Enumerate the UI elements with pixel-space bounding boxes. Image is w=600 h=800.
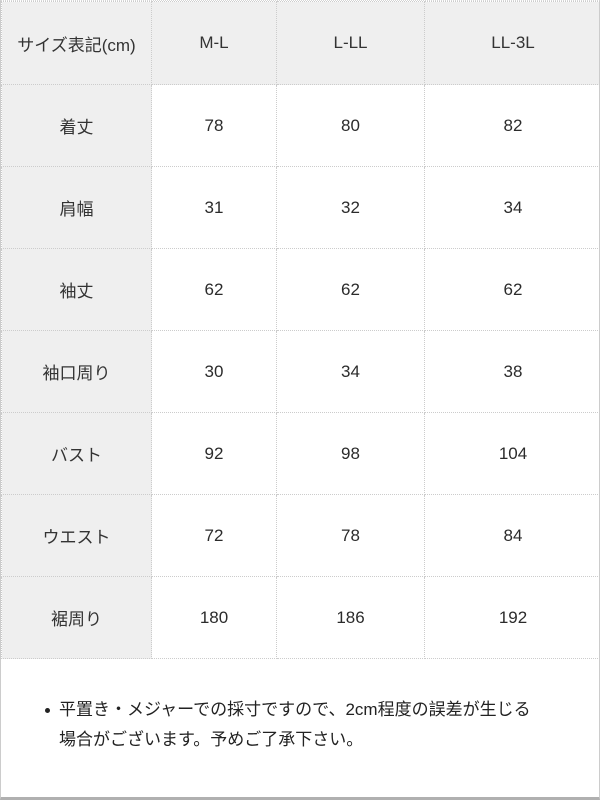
note-text: 平置き・メジャーでの採寸ですので、2cm程度の誤差が生じる 場合がございます。予… xyxy=(59,695,531,755)
table-row: ウエスト 72 78 84 xyxy=(1,494,599,577)
size-value-cell: 78 xyxy=(151,84,277,167)
table-row: 肩幅 31 32 34 xyxy=(1,166,599,249)
column-header-size-label: サイズ表記(cm) xyxy=(1,1,152,85)
size-value-cell: 80 xyxy=(276,84,425,167)
table-row: 裾周り 180 186 192 xyxy=(1,576,599,659)
size-value-cell: 192 xyxy=(424,576,599,659)
size-value-cell: 34 xyxy=(276,330,425,413)
size-value-cell: 180 xyxy=(151,576,277,659)
size-value-cell: 98 xyxy=(276,412,425,495)
column-header-ll-3l: LL-3L xyxy=(424,1,599,85)
row-label: 着丈 xyxy=(1,84,152,167)
size-value-cell: 62 xyxy=(276,248,425,331)
row-label: 肩幅 xyxy=(1,166,152,249)
table-row: バスト 92 98 104 xyxy=(1,412,599,495)
note-line-2: 場合がございます。予めご了承下さい。 xyxy=(59,730,364,749)
size-value-cell: 92 xyxy=(151,412,277,495)
column-header-m-l: M-L xyxy=(151,1,277,85)
column-header-l-ll: L-LL xyxy=(276,1,425,85)
size-value-cell: 34 xyxy=(424,166,599,249)
row-label: バスト xyxy=(1,412,152,495)
size-table: サイズ表記(cm) M-L L-LL LL-3L 着丈 78 80 82 肩幅 … xyxy=(1,1,599,659)
size-value-cell: 78 xyxy=(276,494,425,577)
size-value-cell: 82 xyxy=(424,84,599,167)
size-value-cell: 38 xyxy=(424,330,599,413)
size-value-cell: 31 xyxy=(151,166,277,249)
row-label: ウエスト xyxy=(1,494,152,577)
size-value-cell: 62 xyxy=(424,248,599,331)
row-label: 裾周り xyxy=(1,576,152,659)
size-value-cell: 84 xyxy=(424,494,599,577)
bullet-icon xyxy=(45,708,50,713)
header-row: サイズ表記(cm) M-L L-LL LL-3L xyxy=(1,1,599,85)
row-label: 袖丈 xyxy=(1,248,152,331)
size-value-cell: 104 xyxy=(424,412,599,495)
size-value-cell: 186 xyxy=(276,576,425,659)
measurement-note: 平置き・メジャーでの採寸ですので、2cm程度の誤差が生じる 場合がございます。予… xyxy=(1,659,599,755)
table-row: 袖口周り 30 34 38 xyxy=(1,330,599,413)
size-value-cell: 32 xyxy=(276,166,425,249)
size-value-cell: 30 xyxy=(151,330,277,413)
size-value-cell: 62 xyxy=(151,248,277,331)
table-row: 着丈 78 80 82 xyxy=(1,84,599,167)
table-row: 袖丈 62 62 62 xyxy=(1,248,599,331)
size-value-cell: 72 xyxy=(151,494,277,577)
note-line-1: 平置き・メジャーでの採寸ですので、2cm程度の誤差が生じる xyxy=(59,700,531,719)
row-label: 袖口周り xyxy=(1,330,152,413)
